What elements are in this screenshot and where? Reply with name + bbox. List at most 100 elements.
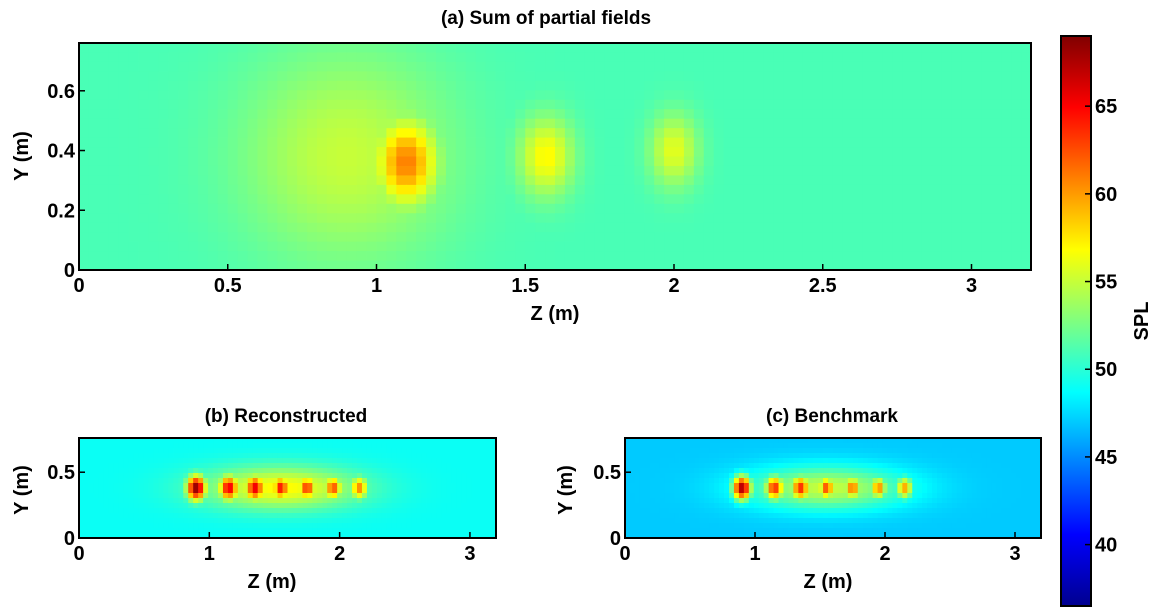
heatmap-cell [634,61,645,72]
heatmap-cell [361,503,368,509]
heatmap-cell [634,241,645,252]
heatmap-cell [465,232,477,243]
heatmap-cell [709,438,715,444]
heatmap-cell [207,213,219,224]
heatmap-cell [123,453,130,459]
heatmap-cell [421,493,428,499]
heatmap-cell [693,222,705,233]
heatmap-cell [852,90,864,101]
heatmap-cell [773,448,780,454]
heatmap-cell [445,61,457,72]
heatmap-cell [327,458,333,464]
heatmap-cell [461,478,467,484]
heatmap-cell [183,528,189,534]
heatmap-cell [941,473,948,479]
heatmap-cell [287,184,298,195]
heatmap-cell [381,523,388,529]
heatmap-cell [123,513,130,519]
heatmap-cell [931,251,943,262]
heatmap-cell [421,508,428,514]
heatmap-cell [297,61,308,72]
heatmap-cell [1016,473,1022,479]
heatmap-cell [376,43,388,54]
heatmap-cell [753,213,764,224]
heatmap-cell [292,493,299,499]
heatmap-cell [704,463,710,469]
heatmap-cell [297,90,308,101]
heatmap-cell [381,513,388,519]
heatmap-cell [118,232,130,243]
heatmap-cell [475,99,487,110]
heatmap-cell [391,513,398,519]
heatmap-cell [584,222,596,233]
heatmap-cell [812,213,824,224]
heatmap-cell [327,453,333,459]
x-tick-label: 1 [204,543,215,565]
heatmap-cell [733,165,745,177]
heatmap-cell [445,213,457,224]
heatmap-cell [882,453,889,459]
heatmap-cell [88,109,100,120]
heatmap-cell [659,463,666,469]
heatmap-cell [138,147,150,158]
heatmap-cell [416,468,423,474]
heatmap-cell [272,503,279,509]
heatmap-cell [213,498,219,504]
heatmap-cell [456,473,462,479]
heatmap-cell [257,109,269,120]
heatmap-cell [252,508,259,514]
heatmap-cell [396,533,403,539]
heatmap-cell [347,473,353,479]
heatmap-cell [1031,488,1037,494]
heatmap-cell [79,448,85,454]
heatmap-cell [842,118,854,129]
heatmap-cell [723,213,735,224]
heatmap-cell [227,184,239,195]
heatmap-cell [277,213,288,224]
heatmap-cell [1011,213,1022,224]
heatmap-cell [307,99,318,110]
heatmap-cell [773,80,784,91]
heatmap-cell [976,458,983,464]
heatmap-cell [644,90,655,101]
heatmap-cell [173,518,179,524]
heatmap-cell [659,448,666,454]
heatmap-cell [123,478,130,484]
heatmap-cell [346,52,358,63]
heatmap-cell [257,43,269,54]
heatmap-cell [108,518,115,524]
heatmap-cell [1016,438,1022,444]
heatmap-cell [237,463,244,469]
heatmap-cell [471,503,477,509]
heatmap-cell [188,443,194,449]
heatmap-cell [634,251,645,262]
heatmap-cell [758,468,765,474]
heatmap-cell [783,137,794,148]
heatmap-cell [461,493,467,499]
heatmap-cell [941,478,948,484]
heatmap-cell [371,443,378,449]
heatmap-cell [148,175,159,186]
heatmap-cell [723,222,735,233]
heatmap-cell [217,43,229,54]
heatmap-cell [951,71,963,82]
heatmap-cell [138,523,145,529]
heatmap-cell [505,175,516,186]
heatmap-cell [1006,468,1012,474]
heatmap-cell [907,483,913,489]
heatmap-cell [644,493,651,499]
heatmap-cell [297,493,303,499]
heatmap-cell [729,483,735,489]
heatmap-cell [465,147,477,158]
heatmap-cell [153,468,160,474]
heatmap-cell [445,137,457,148]
heatmap-cell [426,528,433,534]
heatmap-cell [277,523,284,529]
heatmap-cell [763,438,770,444]
heatmap-cell [937,468,943,474]
heatmap-cell [297,194,308,205]
heatmap-cell [466,523,472,529]
heatmap-cell [679,478,686,484]
heatmap-cell [366,483,373,489]
heatmap-cell [574,203,586,214]
